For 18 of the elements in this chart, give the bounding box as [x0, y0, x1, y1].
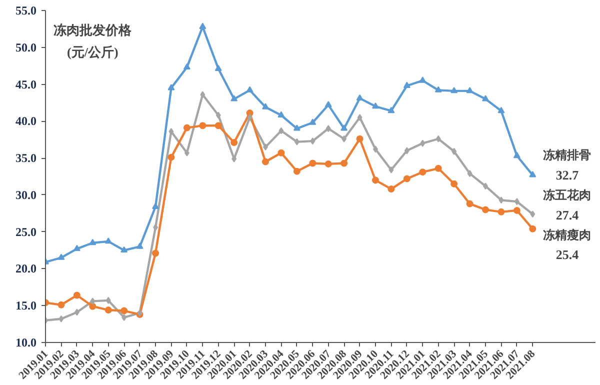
y-tick-label: 50.0: [16, 40, 36, 54]
series-label: 冻精瘦肉: [543, 228, 592, 242]
series-label: 冻五花肉: [543, 188, 592, 202]
y-tick-label: 25.0: [16, 224, 36, 239]
y-tick-label: 55.0: [16, 4, 36, 18]
y-tick-label: 30.0: [16, 188, 36, 202]
text: (元/公斤): [67, 44, 118, 60]
y-tick-label: 35.0: [16, 151, 36, 166]
data-label: 25.4: [556, 247, 580, 262]
text: 冻肉批发价格: [54, 22, 133, 38]
y-tick-label: 15.0: [16, 298, 36, 313]
y-tick-label: 40.0: [16, 114, 36, 128]
y-tick-label: 45.0: [16, 77, 36, 92]
y-tick-label: 10.0: [16, 336, 36, 350]
data-label: 32.7: [556, 168, 580, 183]
data-label: 27.4: [556, 207, 580, 222]
series-label: 冻精排骨: [543, 148, 592, 162]
y-tick-label: 20.0: [16, 262, 36, 276]
